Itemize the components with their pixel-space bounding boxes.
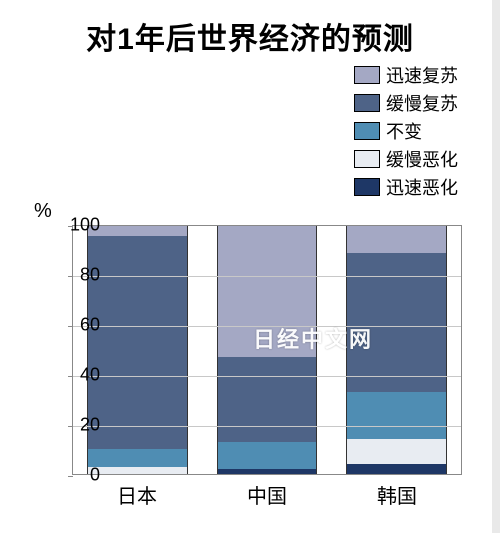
ytick-label: 20 [40, 415, 100, 436]
bar-segment-slow_recover [88, 236, 187, 449]
legend-swatch [354, 150, 380, 168]
bar-segment-slow_worsen [347, 439, 446, 464]
ytick-label: 40 [40, 365, 100, 386]
legend-swatch [354, 66, 380, 84]
grid-line [73, 276, 461, 277]
legend-item: 迅速恶化 [354, 174, 458, 200]
ytick-label: 100 [40, 215, 100, 236]
bar-segment-unchanged [88, 449, 187, 466]
xtick-label: 中国 [217, 480, 317, 509]
legend-swatch [354, 122, 380, 140]
legend: 迅速复苏缓慢复苏不变缓慢恶化迅速恶化 [354, 62, 458, 202]
chart-title: 对1年后世界经济的预测 [0, 0, 500, 58]
bar-segment-rapid_recover [347, 226, 446, 253]
xtick-label: 韩国 [347, 480, 447, 509]
bar-segment-unchanged [347, 392, 446, 439]
bar-segment-rapid_recover [88, 226, 187, 236]
grid-line [73, 426, 461, 427]
bar-segment-rapid_worsen [218, 469, 317, 474]
ytick-label: 60 [40, 315, 100, 336]
legend-swatch [354, 94, 380, 112]
bar-segment-rapid_worsen [347, 464, 446, 474]
grid-line [73, 376, 461, 377]
legend-label: 缓慢恶化 [386, 146, 458, 172]
bar-segment-unchanged [218, 442, 317, 469]
legend-label: 不变 [386, 118, 422, 144]
ytick-label: 80 [40, 265, 100, 286]
legend-item: 不变 [354, 118, 458, 144]
bar [87, 226, 188, 474]
watermark: 日经中文网 [253, 322, 373, 354]
legend-swatch [354, 178, 380, 196]
bar-segment-slow_worsen [88, 467, 187, 474]
legend-item: 缓慢恶化 [354, 146, 458, 172]
legend-label: 迅速恶化 [386, 174, 458, 200]
legend-item: 缓慢复苏 [354, 90, 458, 116]
bar-segment-slow_recover [218, 357, 317, 441]
side-stub [492, 0, 500, 533]
legend-label: 缓慢复苏 [386, 90, 458, 116]
legend-item: 迅速复苏 [354, 62, 458, 88]
legend-label: 迅速复苏 [386, 62, 458, 88]
xtick-label: 日本 [87, 480, 187, 509]
